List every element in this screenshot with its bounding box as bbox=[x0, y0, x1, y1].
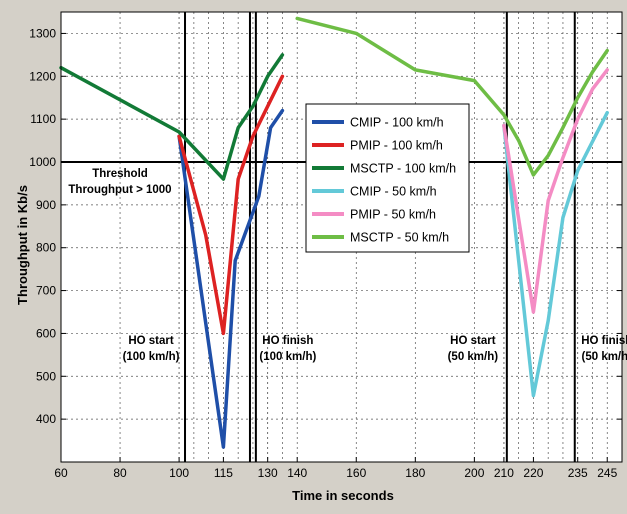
x-tick-label: 210 bbox=[494, 466, 514, 480]
x-tick-label: 200 bbox=[464, 466, 484, 480]
y-tick-label: 400 bbox=[36, 412, 56, 426]
y-axis-label: Throughput in Kb/s bbox=[15, 185, 30, 305]
threshold-label: Threshold bbox=[92, 168, 148, 180]
x-tick-label: 245 bbox=[597, 466, 617, 480]
x-tick-label: 60 bbox=[54, 466, 68, 480]
series-line bbox=[59, 53, 285, 181]
y-tick-label: 1000 bbox=[29, 155, 56, 169]
legend-label: MSCTP - 100 km/h bbox=[350, 162, 456, 176]
x-tick-label: 140 bbox=[287, 466, 307, 480]
series-line bbox=[177, 108, 285, 449]
y-tick-label: 900 bbox=[36, 198, 56, 212]
handover-label: HO finish bbox=[262, 335, 313, 347]
legend-label: MSCTP - 50 km/h bbox=[350, 231, 449, 245]
legend-label: CMIP - 50 km/h bbox=[350, 185, 437, 199]
x-tick-label: 80 bbox=[113, 466, 127, 480]
threshold-label: Throughput > 1000 bbox=[68, 184, 171, 196]
plot-frame bbox=[60, 11, 623, 463]
x-axis-label: Time in seconds bbox=[292, 488, 394, 503]
handover-label: HO start bbox=[128, 335, 174, 347]
x-tick-label: 100 bbox=[169, 466, 189, 480]
legend-label: CMIP - 100 km/h bbox=[350, 116, 444, 130]
x-tick-label: 220 bbox=[523, 466, 543, 480]
x-tick-label: 180 bbox=[405, 466, 425, 480]
y-tick-label: 700 bbox=[36, 284, 56, 298]
handover-label: (100 km/h) bbox=[259, 351, 316, 363]
y-tick-label: 1300 bbox=[29, 26, 56, 40]
x-tick-label: 235 bbox=[568, 466, 588, 480]
series-line bbox=[502, 110, 609, 398]
y-tick-label: 600 bbox=[36, 326, 56, 340]
x-tick-label: 115 bbox=[214, 466, 233, 480]
handover-label: HO start bbox=[450, 335, 496, 347]
x-tick-label: 130 bbox=[258, 466, 278, 480]
handover-label: (50 km/h) bbox=[582, 351, 627, 363]
series-line bbox=[177, 74, 285, 336]
series-line bbox=[295, 16, 609, 177]
x-tick-label: 160 bbox=[346, 466, 366, 480]
handover-label: HO finish bbox=[581, 335, 627, 347]
legend-label: PMIP - 50 km/h bbox=[350, 208, 436, 222]
legend-label: PMIP - 100 km/h bbox=[350, 139, 443, 153]
handover-label: (100 km/h) bbox=[123, 351, 180, 363]
handover-label: (50 km/h) bbox=[448, 351, 499, 363]
y-tick-label: 500 bbox=[36, 369, 56, 383]
series-line bbox=[502, 68, 609, 314]
y-tick-label: 1100 bbox=[30, 112, 56, 126]
legend-box bbox=[305, 103, 470, 253]
y-tick-label: 1200 bbox=[29, 69, 56, 83]
y-tick-label: 800 bbox=[36, 241, 56, 255]
